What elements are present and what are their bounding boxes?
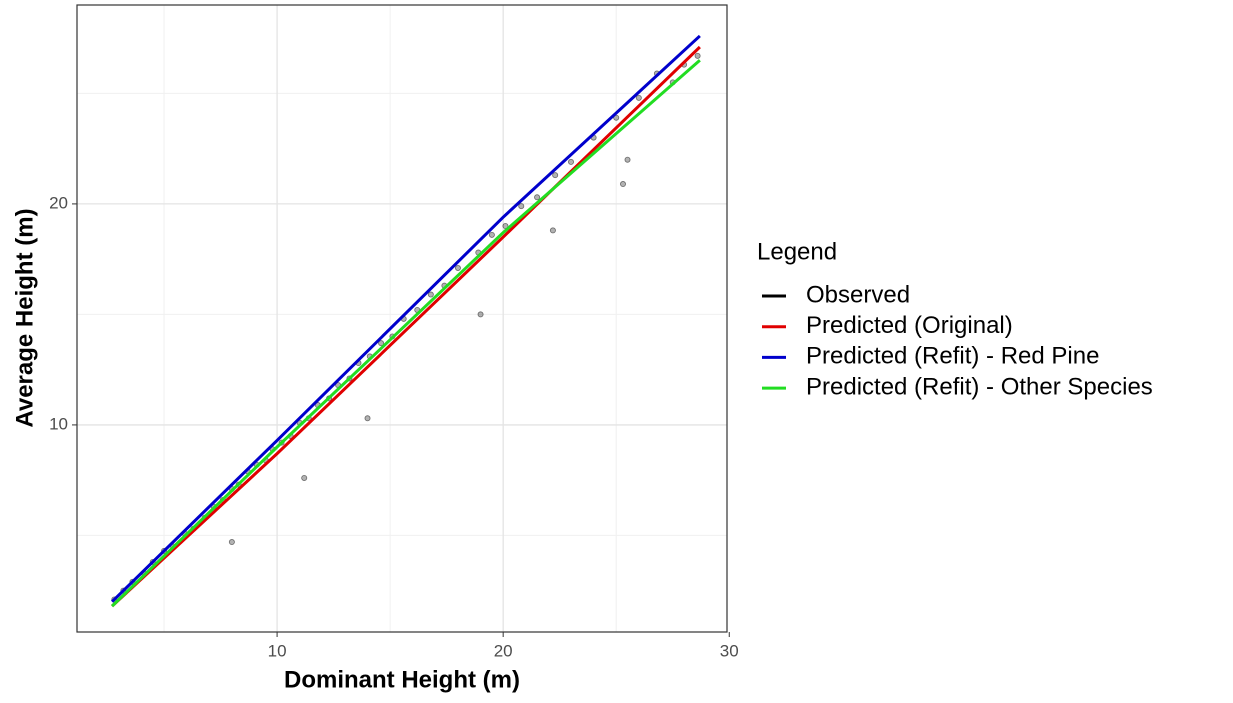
data-point: [694, 52, 701, 59]
data-line: [111, 59, 701, 608]
data-point: [364, 415, 371, 422]
y-tick-label: 10: [49, 414, 68, 433]
data-point: [427, 291, 434, 298]
x-tick-label: 30: [720, 641, 739, 660]
legend-label: Observed: [806, 281, 910, 308]
data-point: [378, 340, 385, 347]
x-tick-label: 10: [268, 641, 287, 660]
data-point: [635, 94, 642, 101]
data-point: [477, 311, 484, 318]
data-point: [301, 474, 308, 481]
data-point: [552, 172, 559, 179]
data-point: [613, 114, 620, 121]
y-axis-title: Average Height (m): [11, 208, 38, 427]
legend-label: Predicted (Refit) - Other Species: [806, 373, 1153, 400]
plot-border: [76, 4, 728, 633]
data-point: [228, 539, 235, 546]
data-point: [568, 158, 575, 165]
data-line: [110, 34, 701, 603]
data-point: [624, 156, 631, 163]
data-point: [518, 203, 525, 210]
y-tick-label: 20: [49, 193, 68, 212]
data-point: [454, 264, 461, 271]
x-axis-title: Dominant Height (m): [284, 666, 520, 693]
x-tick-label: 20: [494, 641, 513, 660]
legend-title: Legend: [757, 238, 837, 265]
data-point: [534, 194, 541, 201]
legend-label: Predicted (Refit) - Red Pine: [806, 343, 1099, 370]
data-point: [502, 223, 509, 230]
data-point: [549, 227, 556, 234]
data-point: [488, 231, 495, 238]
data-point: [620, 181, 627, 188]
legend-label: Predicted (Original): [806, 312, 1013, 339]
data-line: [111, 45, 701, 608]
